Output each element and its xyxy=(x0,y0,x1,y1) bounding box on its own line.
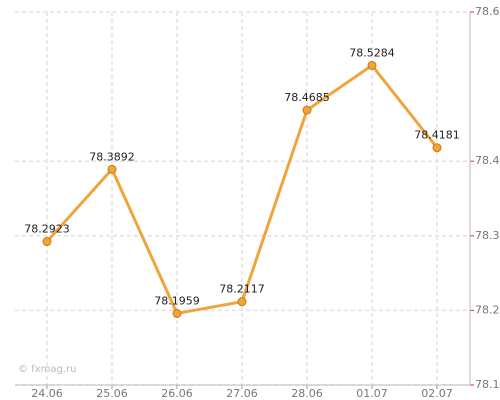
y-tick-label: 78.1 xyxy=(475,378,500,391)
x-tick-label: 24.06 xyxy=(31,387,63,400)
point xyxy=(107,164,117,174)
point xyxy=(172,308,182,318)
x-tick-label: 28.06 xyxy=(291,387,323,400)
x-tick-label: 27.06 xyxy=(226,387,258,400)
data-label: 78.2117 xyxy=(219,283,265,296)
data-label: 78.4685 xyxy=(284,91,330,104)
x-tick-label: 25.06 xyxy=(96,387,128,400)
x-tick-label: 26.06 xyxy=(161,387,193,400)
data-label: 78.2923 xyxy=(24,223,70,236)
x-tick-label: 02.07 xyxy=(421,387,453,400)
data-label: 78.1959 xyxy=(154,294,200,307)
point xyxy=(42,237,52,247)
y-tick-label: 78.6 xyxy=(475,5,500,18)
y-tick-label: 78.3 xyxy=(475,229,500,242)
point xyxy=(432,143,442,153)
data-label: 78.5284 xyxy=(349,46,395,59)
point xyxy=(237,297,247,307)
data-label: 78.4181 xyxy=(414,129,460,142)
point xyxy=(302,105,312,115)
x-tick-label: 01.07 xyxy=(356,387,388,400)
data-label: 78.3892 xyxy=(89,150,135,163)
point xyxy=(367,60,377,70)
y-tick-label: 78.4 xyxy=(475,154,500,167)
y-tick-label: 78.2 xyxy=(475,303,500,316)
